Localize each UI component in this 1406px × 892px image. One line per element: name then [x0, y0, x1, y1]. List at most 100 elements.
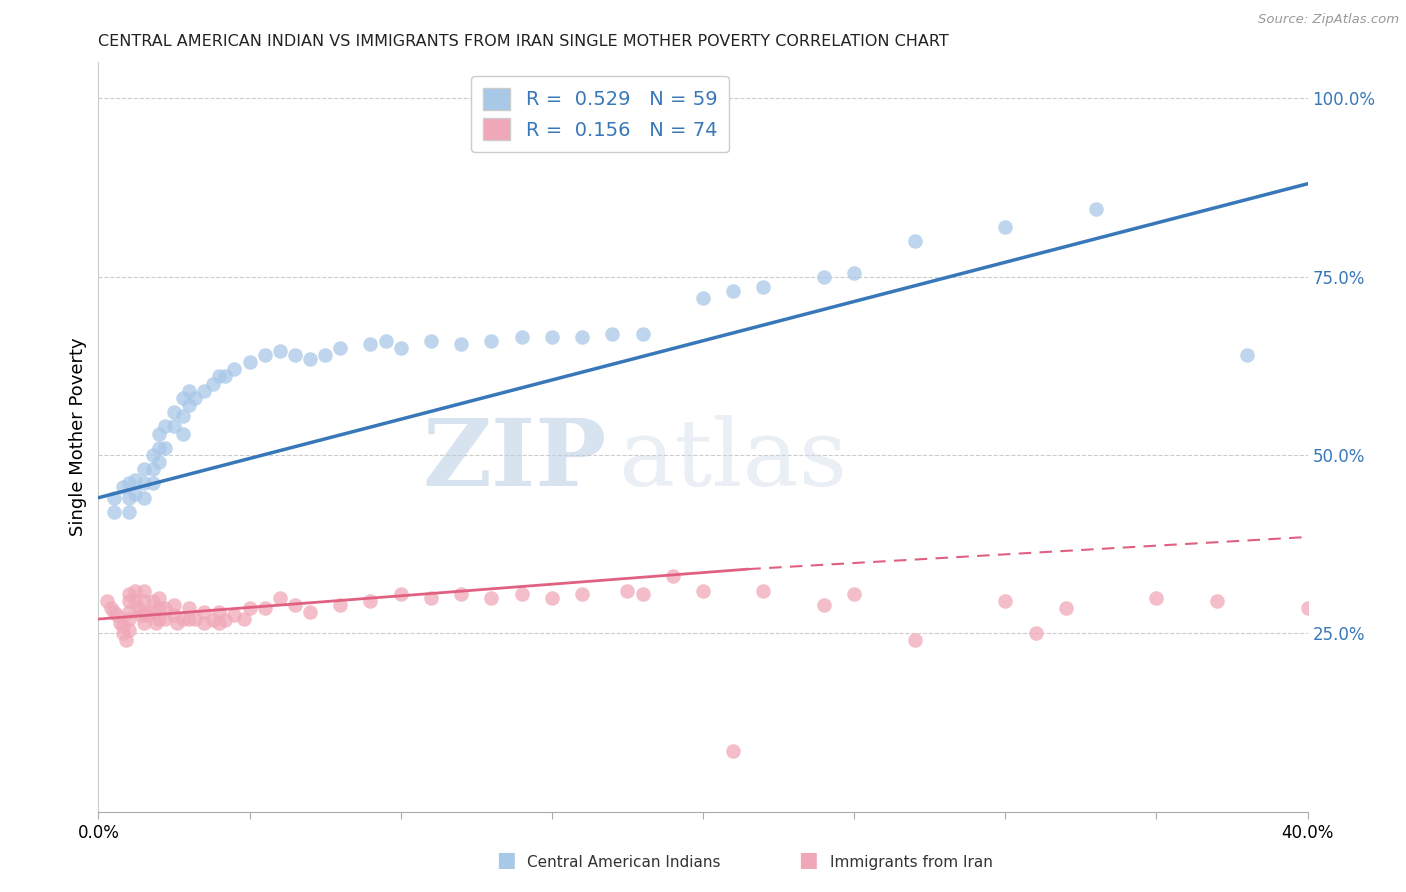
Point	[904, 234, 927, 248]
Point	[148, 455, 170, 469]
Point	[153, 441, 176, 455]
Point	[813, 269, 835, 284]
Point	[172, 426, 194, 441]
Point	[145, 615, 167, 630]
Point	[142, 594, 165, 608]
Text: ZIP: ZIP	[422, 415, 606, 505]
Point	[179, 398, 201, 412]
Point	[184, 391, 207, 405]
Point	[193, 384, 215, 398]
Point	[96, 594, 118, 608]
Point	[148, 591, 170, 605]
Point	[142, 605, 165, 619]
Point	[214, 614, 236, 628]
Point	[118, 612, 141, 626]
Point	[103, 491, 125, 505]
Point	[163, 405, 186, 419]
Point	[179, 612, 201, 626]
Point	[184, 612, 207, 626]
Point	[153, 419, 176, 434]
Point	[132, 491, 155, 505]
Point	[166, 615, 188, 630]
Point	[299, 351, 322, 366]
Point	[450, 337, 472, 351]
Point	[723, 744, 745, 758]
Point	[127, 601, 149, 615]
Point	[284, 348, 307, 362]
Point	[103, 505, 125, 519]
Point	[208, 605, 231, 619]
Point	[232, 612, 254, 626]
Text: CENTRAL AMERICAN INDIAN VS IMMIGRANTS FROM IRAN SINGLE MOTHER POVERTY CORRELATIO: CENTRAL AMERICAN INDIAN VS IMMIGRANTS FR…	[98, 34, 949, 49]
Point	[153, 601, 176, 615]
Point	[208, 369, 231, 384]
Point	[148, 426, 170, 441]
Point	[193, 605, 215, 619]
Point	[540, 591, 562, 605]
Point	[661, 569, 683, 583]
Point	[239, 601, 262, 615]
Point	[142, 448, 165, 462]
Point	[1054, 601, 1077, 615]
Point	[631, 326, 654, 341]
Point	[616, 583, 638, 598]
Point	[132, 476, 155, 491]
Point	[132, 594, 155, 608]
Text: ■: ■	[799, 850, 818, 870]
Point	[148, 612, 170, 626]
Point	[299, 605, 322, 619]
Point	[124, 473, 146, 487]
Point	[631, 587, 654, 601]
Point	[124, 594, 146, 608]
Point	[314, 348, 336, 362]
Point	[269, 344, 291, 359]
Point	[389, 341, 412, 355]
Point	[692, 291, 714, 305]
Point	[202, 614, 225, 628]
Point	[224, 362, 246, 376]
Y-axis label: Single Mother Poverty: Single Mother Poverty	[69, 338, 87, 536]
Point	[481, 334, 503, 348]
Text: Source: ZipAtlas.com: Source: ZipAtlas.com	[1258, 13, 1399, 27]
Text: Immigrants from Iran: Immigrants from Iran	[830, 855, 993, 870]
Point	[132, 462, 155, 476]
Point	[129, 608, 152, 623]
Point	[904, 633, 927, 648]
Point	[118, 594, 141, 608]
Point	[239, 355, 262, 369]
Point	[118, 605, 141, 619]
Point	[172, 612, 194, 626]
Point	[103, 605, 125, 619]
Point	[153, 612, 176, 626]
Point	[148, 441, 170, 455]
Point	[844, 587, 866, 601]
Point	[179, 601, 201, 615]
Point	[1206, 594, 1229, 608]
Point	[124, 583, 146, 598]
Point	[571, 587, 593, 601]
Point	[481, 591, 503, 605]
Point	[510, 330, 533, 344]
Point	[360, 337, 382, 351]
Point	[389, 587, 412, 601]
Point	[1085, 202, 1108, 216]
Text: atlas: atlas	[619, 415, 848, 505]
Legend: R =  0.529   N = 59, R =  0.156   N = 74: R = 0.529 N = 59, R = 0.156 N = 74	[471, 76, 730, 152]
Point	[420, 591, 443, 605]
Point	[132, 605, 155, 619]
Point	[253, 348, 276, 362]
Point	[602, 326, 624, 341]
Point	[214, 369, 236, 384]
Point	[118, 491, 141, 505]
Point	[813, 598, 835, 612]
Point	[142, 476, 165, 491]
Point	[118, 476, 141, 491]
Point	[224, 608, 246, 623]
Point	[1144, 591, 1167, 605]
Point	[374, 334, 396, 348]
Point	[193, 615, 215, 630]
Point	[994, 594, 1017, 608]
Point	[111, 480, 134, 494]
Point	[253, 601, 276, 615]
Point	[100, 601, 122, 615]
